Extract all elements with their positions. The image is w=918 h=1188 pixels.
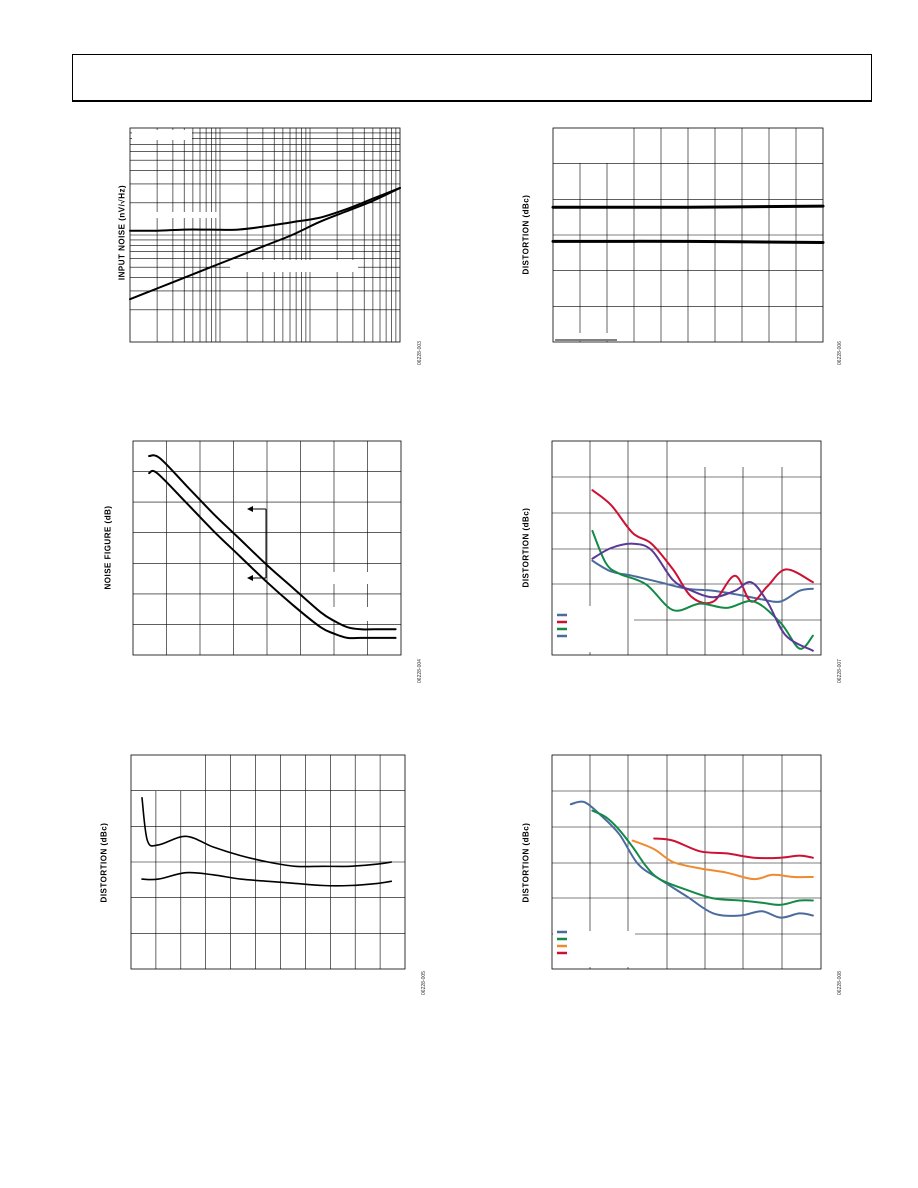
y-axis-label: DISTORTION (dBc) xyxy=(521,822,531,903)
series-line-2 xyxy=(591,489,814,605)
legend-box xyxy=(553,931,635,967)
plot-frame xyxy=(129,127,401,343)
series-line-4 xyxy=(653,837,814,860)
series-line-1 xyxy=(141,797,393,868)
series-line-2 xyxy=(148,469,397,640)
series-line-1 xyxy=(129,186,401,232)
figure-id: 06228-004 xyxy=(417,659,423,683)
figure-id: 06228-008 xyxy=(837,971,843,995)
chart-plot-area xyxy=(130,754,406,970)
plot-frame xyxy=(132,440,402,656)
label-mask xyxy=(132,130,192,140)
figure-id: 06228-006 xyxy=(837,341,843,365)
plot-frame xyxy=(551,754,822,970)
chart-plot-area xyxy=(551,440,822,656)
label-mask xyxy=(305,607,395,621)
series-line-2 xyxy=(129,186,401,301)
arrow-head xyxy=(247,506,253,512)
series-line-2 xyxy=(591,809,814,906)
series-line-1 xyxy=(551,204,825,209)
chart-plot-area xyxy=(132,440,402,656)
label-mask xyxy=(132,212,218,218)
chart-plot-area xyxy=(551,127,825,343)
y-axis-label: INPUT NOISE (nV/√Hz) xyxy=(117,184,127,281)
page-header-box xyxy=(72,54,872,102)
plot-frame xyxy=(551,440,822,656)
y-axis-label: DISTORTION (dBc) xyxy=(99,822,109,903)
y-axis-label: DISTORTION (dBc) xyxy=(521,507,531,588)
label-mask xyxy=(230,260,358,272)
series-line-3 xyxy=(631,839,814,881)
figure-id: 06228-005 xyxy=(421,971,427,995)
series-line-4 xyxy=(591,542,814,652)
chart-plot-area xyxy=(129,127,401,343)
label-mask xyxy=(554,333,618,341)
series-line-1 xyxy=(591,559,814,603)
label-mask xyxy=(305,572,375,584)
y-axis-label: DISTORTION (dBc) xyxy=(521,194,531,275)
chart-plot-area xyxy=(551,754,822,970)
figure-id: 06228-003 xyxy=(417,341,423,365)
series-line-1 xyxy=(148,454,397,631)
series-line-2 xyxy=(141,871,393,887)
arrow-head xyxy=(247,575,253,581)
series-line-3 xyxy=(591,529,814,650)
y-axis-label: NOISE FIGURE (dB) xyxy=(103,505,113,590)
figure-id: 06228-007 xyxy=(837,659,843,683)
series-line-2 xyxy=(551,239,825,244)
